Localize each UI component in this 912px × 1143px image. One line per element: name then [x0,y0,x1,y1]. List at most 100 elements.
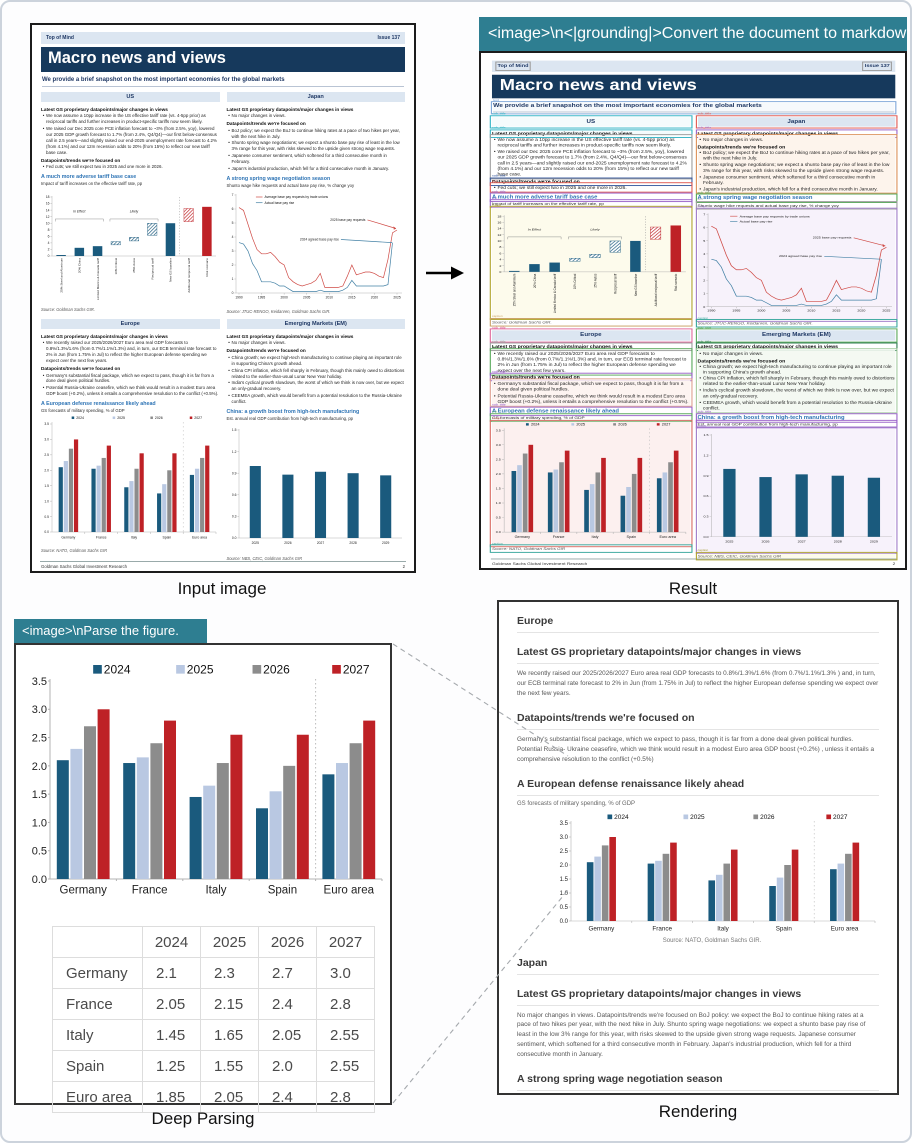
svg-text:Euro area: Euro area [324,885,375,897]
bullet-text: Potential Russia-Ukraine ceasefire, whic… [497,393,689,404]
doc-bullet: • No major changes in views. [227,340,406,346]
result-document-grounded: Top of Mind Issue 137 Macro news and views… [482,54,905,568]
grounding-tag: sub_title [491,339,506,344]
doc-heading: Latest GS proprietary datapoints/major c… [41,106,168,112]
doc-heading: Latest GS proprietary datapoints/major c… [41,333,168,339]
bullet-dot: • [42,372,45,378]
doc-bullet-list: • We now assume a 10pp increase in the US… [41,112,220,155]
doc-heading: Latest GS proprietary datapoints/major c… [226,106,354,112]
table-cell: Euro area [52,1081,143,1113]
doc-bullet-list: • China growth; we expect high-tech manuf… [227,354,406,405]
svg-text:2010: 2010 [807,309,815,313]
doc-bullet: • CEEMEA growth, which would benefit from… [227,393,406,405]
svg-text:Likely: Likely [130,210,139,214]
doc-chart-subtitle: text Est. annual real GDP contribution fr… [695,417,898,429]
bullet-text: Shunto spring wage negotiations; we expe… [703,162,890,173]
grounding-tag: sub_title [491,111,506,116]
doc-heading: sub_title Latest GS proprietary datapoint… [489,126,692,138]
grounding-tag: sub_title [697,111,712,116]
doc-column-emerging-markets-em-: sub_title Emerging Markets (EM) sub_title L… [695,326,898,561]
doc-chart-title: A European defense renaissance likely ah… [41,401,156,408]
svg-text:Spain: Spain [268,885,297,897]
svg-text:6: 6 [231,207,233,211]
caption-rendering: Rendering [658,1102,738,1121]
svg-text:2024: 2024 [531,423,540,427]
table-cell: 2.55 [316,1019,375,1051]
svg-text:4: 4 [703,252,705,256]
rendered-chart-source: Source: NATO, Goldman Sachs GIR. [662,937,762,944]
deep-parsing-panel: 0.0 0.5 1.0 1.5 2.0 2.5 3.0 3.5 2024 2025 2026 2027… [14,643,392,1113]
bullet-text: BoJ policy; we expect the BoJ to continu… [703,150,890,161]
table-header-row: 2024 2025 2026 2027 [52,926,375,958]
bullet-text: Japanese consumer sentiment, which softe… [703,174,876,185]
svg-text:0.9: 0.9 [231,472,236,476]
svg-text:Italy: Italy [717,925,729,932]
table-cell: 2.3 [200,957,259,989]
doc-bullet: • China CPI inflation, which fell sharply… [698,376,896,387]
rendered-heading: A strong spring wage negotiation season [517,1073,879,1092]
svg-text:0.0: 0.0 [703,535,708,539]
bullet-text: Potential Russia-Ukraine ceasefire, whic… [46,385,219,397]
doc-heading: Datapoints/trends we're focused on [226,348,306,354]
doc-chart-source: Source: NBS, CEIC, Goldman Sachs GIR [226,555,303,561]
grounding-tag: text [491,131,498,135]
svg-text:2024 agreed base pay rise: 2024 agreed base pay rise [299,238,338,242]
bullet-text: Fed cuts; we still expect two in 2025 an… [46,164,163,170]
bullet-dot: • [699,137,702,142]
doc-chart-japan: 0 1 2 3 4 5 6 7 1990 1995 2000 2005 2010 2015 2020 2025… [227,190,406,307]
svg-text:5: 5 [231,221,233,225]
region-header: Europe [41,318,220,330]
bullet-dot: • [493,185,496,190]
bullet-dot: • [42,385,45,391]
bullet-dot: • [42,164,45,170]
svg-text:2: 2 [48,248,50,252]
grounding-tag: text [491,179,498,183]
doc-chart-title: A much more adverse tariff base case [41,174,137,181]
doc-chart-subtitle: Shunto wage hike requests and actual bas… [226,183,355,189]
result-doc-scaler: Top of Mind Issue 137 Macro news and views… [482,54,905,568]
svg-text:2.5: 2.5 [32,733,47,745]
svg-text:8: 8 [48,228,50,232]
doc-bullet: • Shunto spring wage negotiations; we exp… [227,140,406,152]
result-panel: Top of Mind Issue 137 Macro news and views… [479,51,907,570]
doc-heading: sub_title Datapoints/trends we're focused… [489,174,692,186]
bullet-text: China CPI inflation, which fell sharply … [703,375,895,387]
doc-bullet: • We recently raised our 2025/2026/2027 E… [41,340,220,364]
bullet-dot: • [699,375,702,381]
svg-text:Risk scenario: Risk scenario [674,274,678,292]
table-cell: 3.0 [316,957,375,989]
svg-text:2026: 2026 [761,540,769,544]
doc-bullet: • No major changes in views. [698,137,896,143]
bullet-text: China growth; we expect high-tech manufa… [231,354,402,366]
doc-bullet: • We recently raised our 2025/2026/2027 E… [492,351,690,373]
svg-text:Additional reciprocal tariff: Additional reciprocal tariff [187,258,191,293]
doc-chart-title: China: a growth boost from high-tech man… [226,409,360,416]
svg-text:10% Critical: 10% Critical [114,258,118,275]
svg-text:2024: 2024 [614,814,629,821]
doc-bullet: • China growth; we expect high-tech manuf… [227,355,406,367]
svg-text:0.5: 0.5 [32,846,47,858]
bullet-dot: • [699,174,702,180]
table-row: Germany 2.1 2.3 2.7 3.0 [52,957,375,989]
table-cell: 2.05 [258,1019,317,1051]
svg-text:1.5: 1.5 [496,487,501,491]
rendered-chart-subtitle: GS forecasts of military spending, % of … [517,800,636,807]
doc-heading: Datapoints/trends we're focused on [697,144,786,150]
svg-text:2.5: 2.5 [44,453,49,457]
svg-text:2025: 2025 [882,309,890,313]
table-cell: Germany [52,957,143,989]
grounded-text-block: text • No major changes in views. Datapoint… [695,132,898,194]
svg-text:2010: 2010 [325,296,333,300]
bullet-text: Japanese consumer sentiment, which softe… [231,153,387,165]
svg-text:2015: 2015 [832,309,840,313]
svg-text:12: 12 [46,215,50,219]
svg-text:3.5: 3.5 [44,423,49,427]
doc-masthead: Top of Mind Issue 137 [41,32,405,44]
svg-text:7: 7 [703,212,705,216]
svg-text:2005: 2005 [782,309,790,313]
doc-bullet: • Japanese consumer sentiment, which soft… [227,153,406,165]
svg-text:Average base pay requests by t: Average base pay requests by trade union… [264,195,328,199]
doc-chart-china: image 0.0 0.3 0.6 0.9 1.2 1.5 2025 2026 2027 2028 2… [695,424,898,554]
bullet-text: CEEMEA growth, which would benefit from … [703,400,892,411]
doc-heading: sub_title Datapoints/trends we're focused… [489,370,692,382]
